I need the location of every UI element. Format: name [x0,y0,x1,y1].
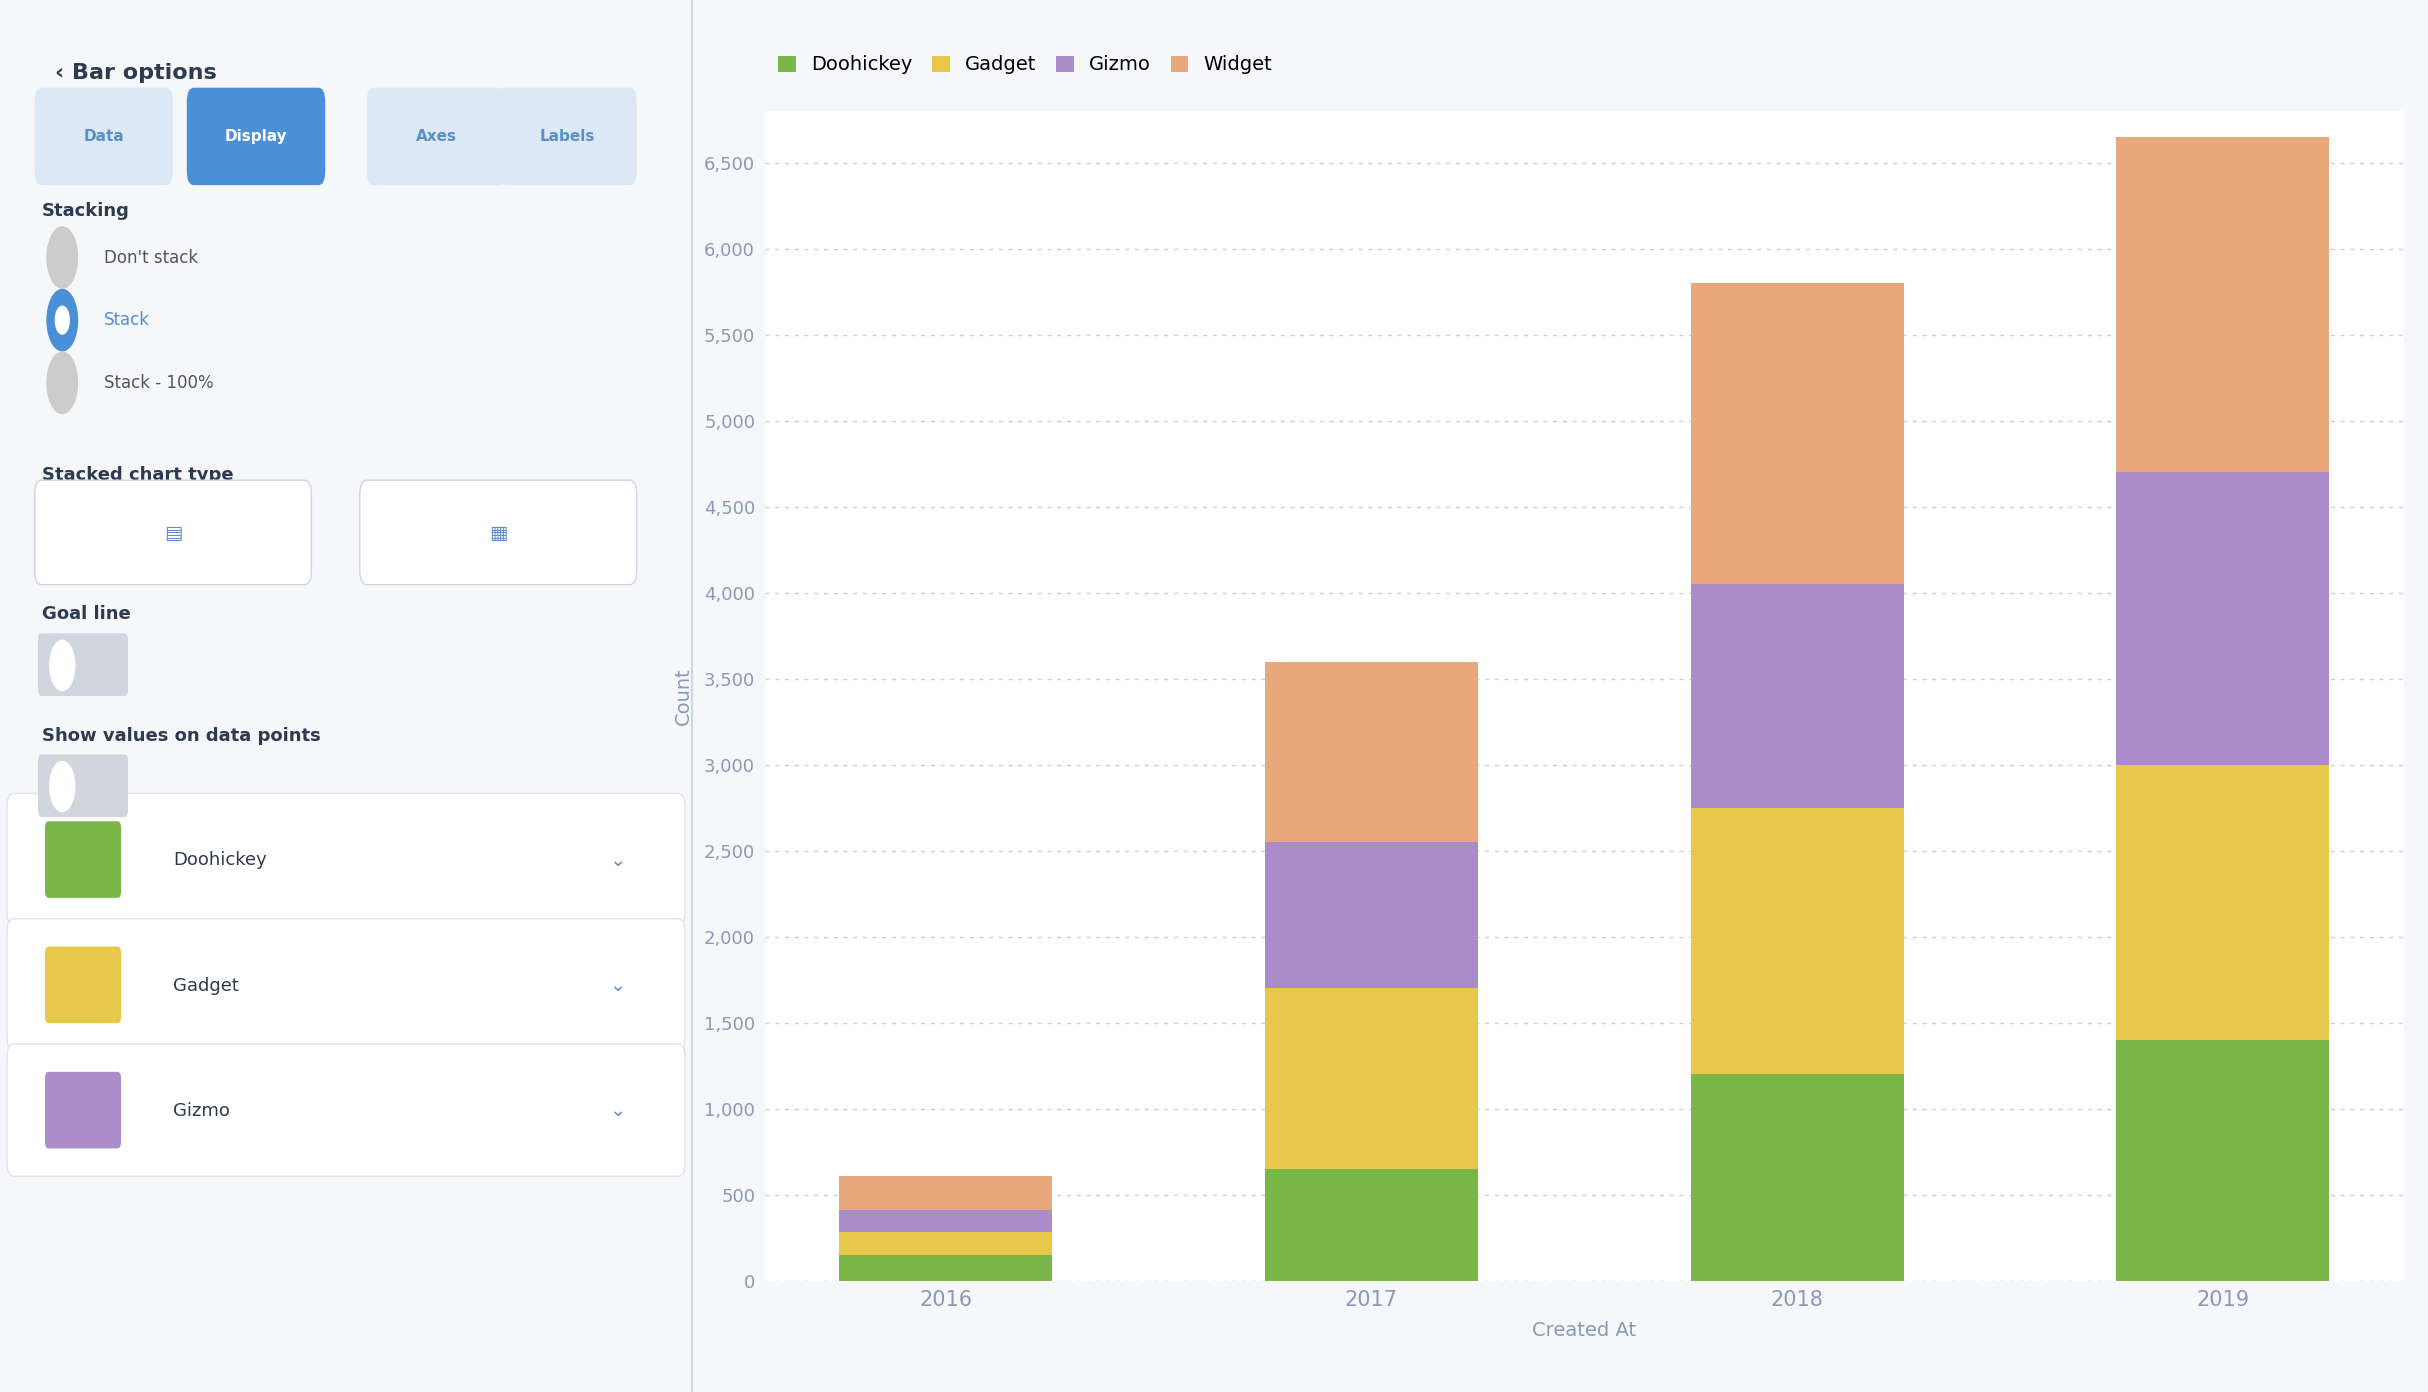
Legend: Doohickey, Gadget, Gizmo, Widget: Doohickey, Gadget, Gizmo, Widget [775,52,1277,78]
Text: Stacked chart type: Stacked chart type [41,466,233,484]
FancyBboxPatch shape [359,480,636,585]
Bar [1690,1075,1904,1281]
FancyBboxPatch shape [7,793,685,926]
Text: Don't stack: Don't stack [104,249,199,266]
FancyBboxPatch shape [498,88,636,185]
Text: Labels: Labels [539,129,595,143]
Text: ⌄: ⌄ [609,976,626,995]
Circle shape [56,306,68,334]
Bar [1690,807,1904,1075]
Text: Data: Data [83,129,124,143]
Circle shape [46,352,78,413]
Text: ‹ Bar options: ‹ Bar options [56,63,216,82]
Circle shape [51,640,75,690]
Bar [2117,764,2328,1040]
Bar [2117,1040,2328,1281]
Text: Stack: Stack [104,312,151,329]
FancyBboxPatch shape [46,1072,121,1148]
FancyBboxPatch shape [187,88,325,185]
Text: Stacking: Stacking [41,202,129,220]
Text: Goal line: Goal line [41,606,131,624]
Bar [840,1232,1051,1254]
Text: ⌄: ⌄ [609,851,626,870]
Text: ⌄: ⌄ [609,1101,626,1121]
Bar [1265,988,1479,1169]
Text: ▤: ▤ [163,523,182,543]
Bar [2117,472,2328,764]
FancyBboxPatch shape [7,1044,685,1176]
Bar [1265,1169,1479,1281]
Y-axis label: Count: Count [673,667,692,725]
Text: Axes: Axes [415,129,456,143]
Circle shape [46,290,78,351]
Bar [1690,585,1904,807]
Text: Stack - 100%: Stack - 100% [104,374,214,391]
FancyBboxPatch shape [7,919,685,1051]
Text: Display: Display [226,129,287,143]
Circle shape [46,227,78,288]
Bar [1265,661,1479,842]
FancyBboxPatch shape [46,947,121,1023]
Text: ▦: ▦ [488,523,507,543]
Bar [840,1254,1051,1281]
FancyBboxPatch shape [34,88,172,185]
Text: Gizmo: Gizmo [172,1102,231,1119]
Bar [840,1176,1051,1210]
Bar [2117,138,2328,472]
Text: Gadget: Gadget [172,977,238,994]
Bar [840,1210,1051,1232]
Text: Show values on data points: Show values on data points [41,727,320,745]
FancyBboxPatch shape [367,88,505,185]
Text: Doohickey: Doohickey [172,852,267,869]
Circle shape [51,761,75,812]
Bar [1265,842,1479,988]
FancyBboxPatch shape [46,821,121,898]
FancyBboxPatch shape [34,480,311,585]
FancyBboxPatch shape [39,754,129,817]
Bar [1690,284,1904,585]
X-axis label: Created At: Created At [1532,1321,1636,1340]
FancyBboxPatch shape [39,633,129,696]
